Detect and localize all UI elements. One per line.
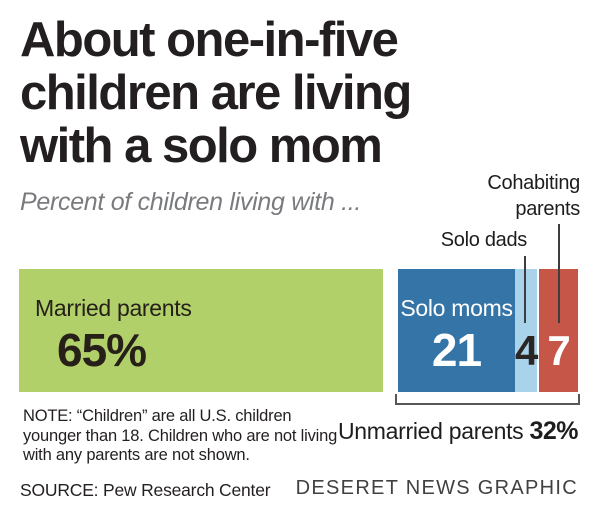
unmarried-bracket-right-tick [578, 394, 580, 405]
page-title: About one-in-five children are living wi… [20, 13, 412, 173]
title-line-3: with a solo mom [20, 119, 383, 173]
bar-married-parents: Married parents 65% [19, 269, 383, 392]
bar-solo-dads: 4 [515, 269, 538, 392]
bar-solo-moms: Solo moms 21 [398, 269, 515, 392]
bar-married-label: Married parents [35, 295, 192, 321]
source-credit: SOURCE: Pew Research Center [20, 480, 271, 500]
leader-line-solo-dads [524, 256, 526, 323]
unmarried-parents-value: 32% [529, 417, 578, 445]
unmarried-parents-caption: Unmarried parents 32% [337, 417, 579, 446]
footnote-line-2: younger than 18. Children who are not li… [23, 426, 338, 445]
bar-solo-dads-value: 4 [515, 327, 538, 374]
label-cohabiting-parents: Cohabiting parents [487, 170, 580, 222]
unmarried-bracket-left-tick [395, 394, 397, 405]
footnote: NOTE: “Children” are all U.S. children y… [23, 407, 337, 466]
unmarried-bracket-line [395, 403, 580, 405]
bar-married-value: 65% [57, 324, 147, 376]
unmarried-parents-label: Unmarried parents [337, 418, 530, 444]
label-solo-dads: Solo dads [440, 229, 528, 251]
bar-cohabiting-value: 7 [547, 327, 570, 374]
leader-line-cohabiting [558, 224, 560, 323]
chart-subtitle: Percent of children living with ... [20, 188, 362, 216]
graphic-credit: DESERET NEWS GRAPHIC [295, 477, 578, 499]
bar-solo-moms-value: 21 [431, 324, 482, 376]
title-line-1: About one-in-five [20, 13, 399, 67]
footnote-line-3: with any parents are not shown. [23, 446, 250, 464]
bar-solo-moms-label: Solo moms [400, 295, 513, 321]
label-cohabiting-line2: parents [515, 198, 580, 220]
label-cohabiting-line1: Cohabiting [487, 172, 580, 194]
title-line-2: children are living [20, 66, 412, 120]
footnote-line-1: NOTE: “Children” are all U.S. children [23, 407, 292, 425]
